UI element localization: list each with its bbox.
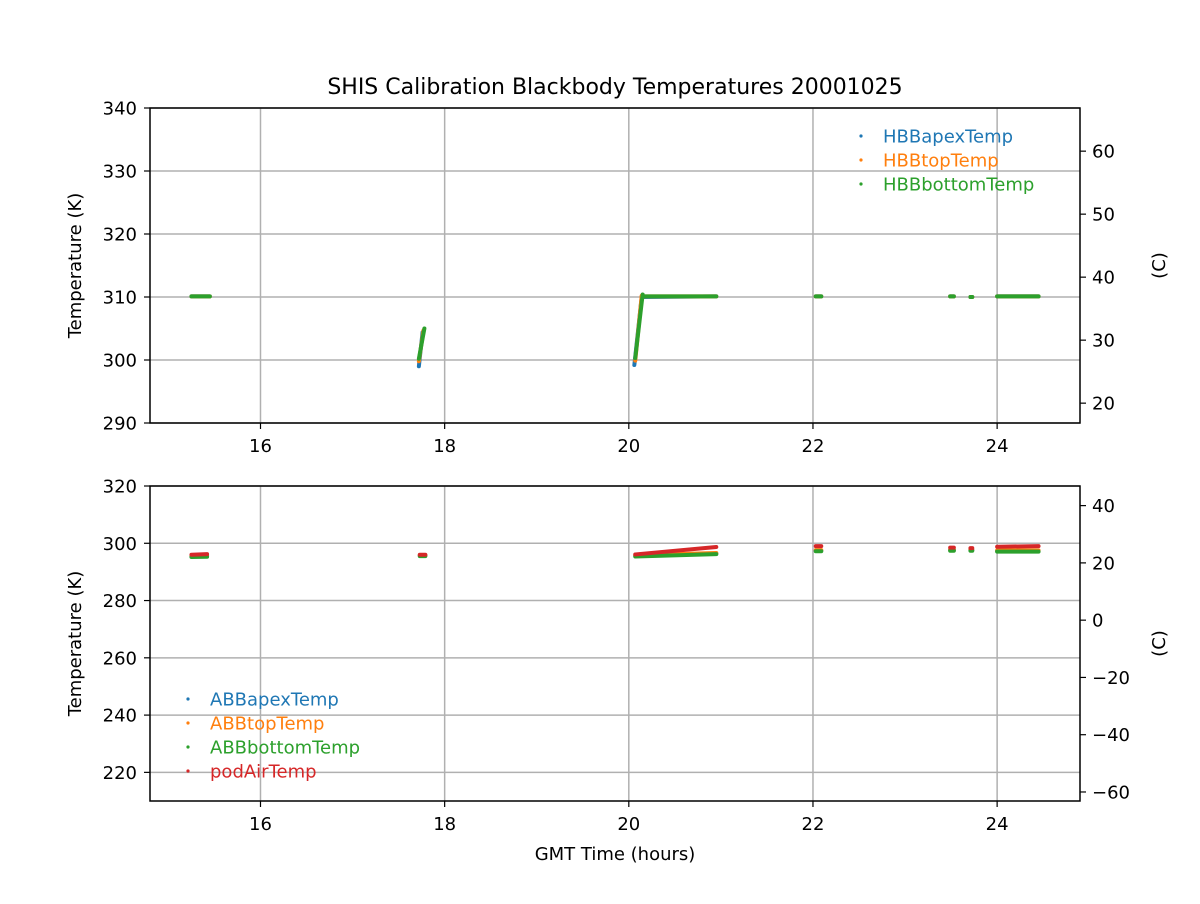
legend-label: ABBtopTemp <box>210 714 324 735</box>
x-tick-label: 22 <box>802 814 825 835</box>
y2-tick-label: 60 <box>1092 142 1115 163</box>
data-segment-podairtemp <box>191 554 207 555</box>
legend-label: ABBbottomTemp <box>210 738 360 759</box>
x-tick-label: 20 <box>617 436 640 457</box>
y-tick-label: 290 <box>103 414 137 435</box>
y-tick-label: 220 <box>103 763 137 784</box>
y2-axis-label: (C) <box>1149 252 1170 279</box>
x-tick-label: 24 <box>986 814 1009 835</box>
y2-tick-label: 40 <box>1092 268 1115 289</box>
y2-tick-label: 30 <box>1092 331 1115 352</box>
y2-tick-label: 40 <box>1092 496 1115 517</box>
y2-tick-label: 20 <box>1092 394 1115 415</box>
y-axis-label: Temperature (K) <box>65 571 86 718</box>
x-tick-label: 22 <box>802 436 825 457</box>
legend-marker <box>186 745 189 748</box>
x-axis-label: GMT Time (hours) <box>535 844 696 865</box>
x-tick-label: 16 <box>249 814 272 835</box>
legend-marker <box>859 134 862 137</box>
x-tick-label: 20 <box>617 814 640 835</box>
y2-tick-label: 0 <box>1092 611 1103 632</box>
y2-axis-label: (C) <box>1149 630 1170 657</box>
x-tick-label: 18 <box>433 814 456 835</box>
y-tick-label: 280 <box>103 591 137 612</box>
y2-tick-label: −20 <box>1092 668 1130 689</box>
chart-title: SHIS Calibration Blackbody Temperatures … <box>327 75 902 100</box>
legend-marker <box>186 697 189 700</box>
x-tick-label: 24 <box>986 436 1009 457</box>
y-tick-label: 240 <box>103 706 137 727</box>
y-tick-label: 300 <box>103 351 137 372</box>
legend-label: podAirTemp <box>210 762 317 783</box>
y-tick-label: 330 <box>103 162 137 183</box>
legend-label: ABBapexTemp <box>210 690 339 711</box>
legend-marker <box>186 721 189 724</box>
y-tick-label: 320 <box>103 477 137 498</box>
y2-tick-label: 50 <box>1092 205 1115 226</box>
legend-label: HBBbottomTemp <box>883 175 1034 196</box>
x-tick-label: 16 <box>249 436 272 457</box>
y2-tick-label: −40 <box>1092 725 1130 746</box>
data-segment-podairtemp <box>997 546 1038 547</box>
y-tick-label: 310 <box>103 288 137 309</box>
legend-marker <box>859 182 862 185</box>
legend-marker <box>859 158 862 161</box>
y-tick-label: 340 <box>103 99 137 120</box>
y-tick-label: 320 <box>103 225 137 246</box>
legend-marker <box>186 769 189 772</box>
legend-label: HBBtopTemp <box>883 151 999 172</box>
legend-label: HBBapexTemp <box>883 127 1013 148</box>
y2-tick-label: −60 <box>1092 782 1130 803</box>
x-tick-label: 18 <box>433 436 456 457</box>
y2-tick-label: 20 <box>1092 553 1115 574</box>
y-tick-label: 300 <box>103 534 137 555</box>
y-axis-label: Temperature (K) <box>65 193 86 340</box>
y-tick-label: 260 <box>103 648 137 669</box>
